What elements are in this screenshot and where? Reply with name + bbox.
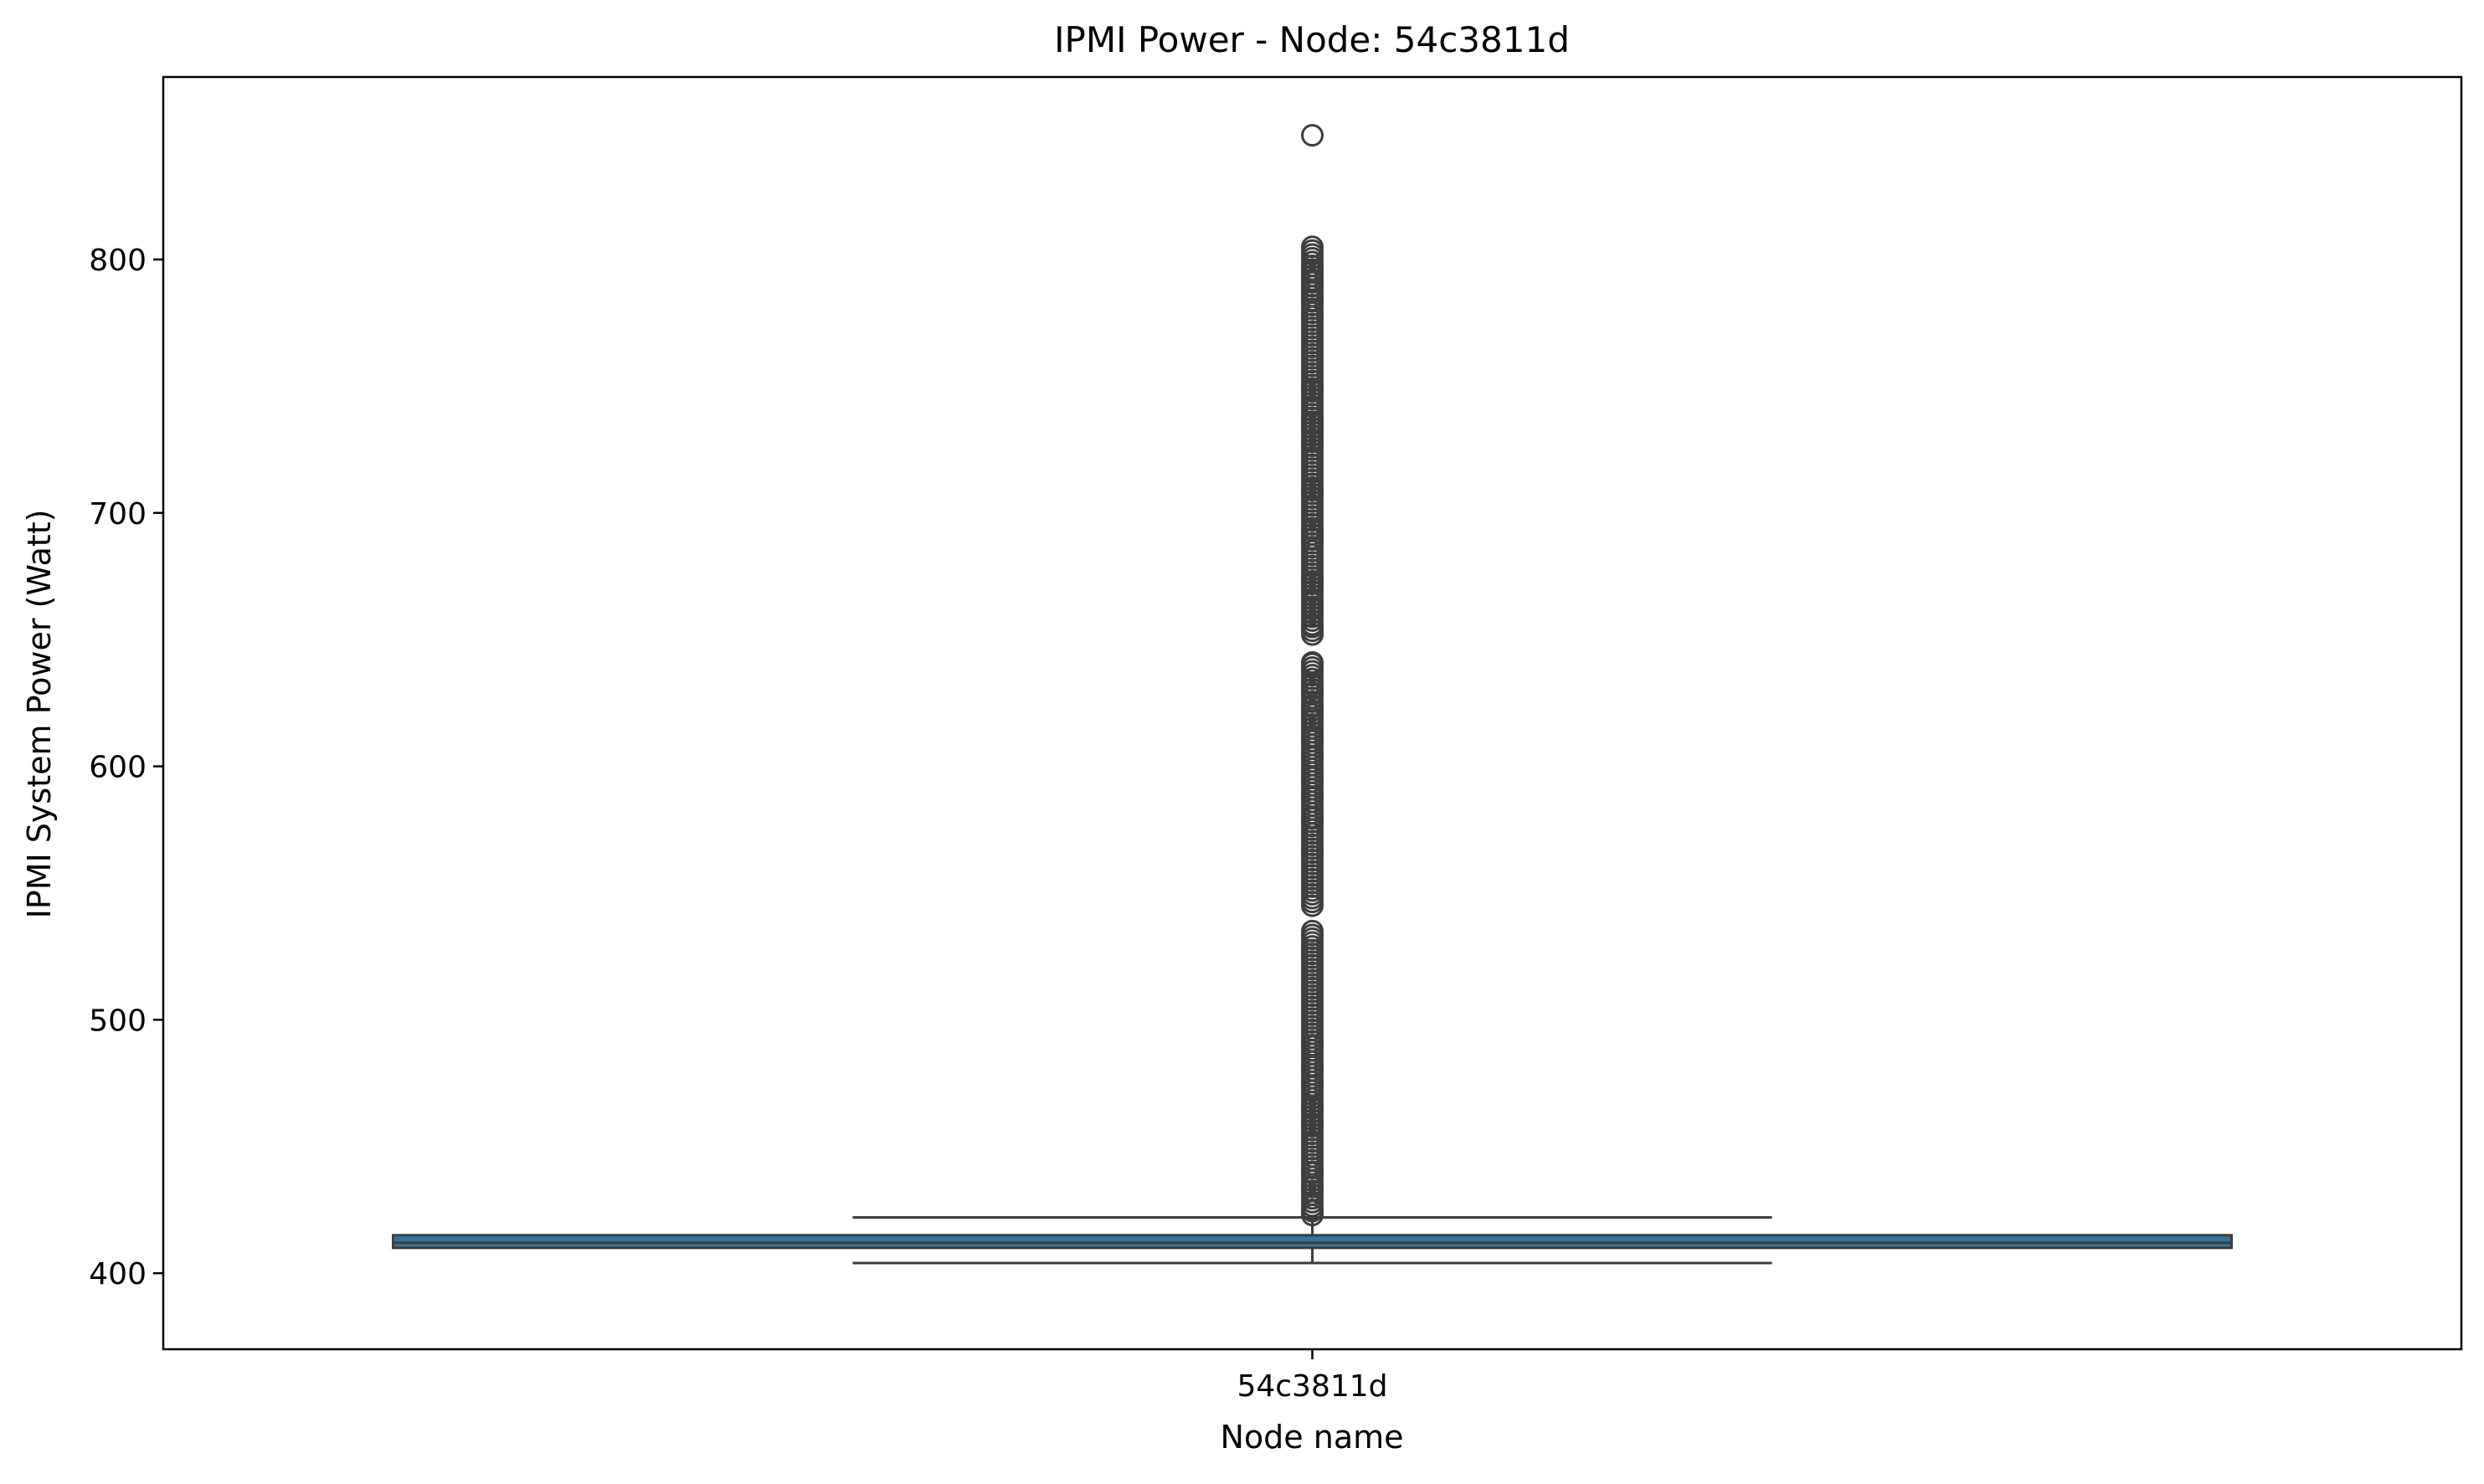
chart-title: IPMI Power - Node: 54c3811d <box>1054 19 1570 60</box>
plot-area: 400 500 600 700 800 54c3811d <box>89 75 2463 1404</box>
outlier-point <box>1301 919 1324 942</box>
y-axis-label: IPMI System Power (Watt) <box>21 510 58 919</box>
box-iqr <box>392 1234 2233 1250</box>
y-tick-label: 800 <box>89 244 147 278</box>
x-axis-label: Node name <box>1220 1419 1403 1456</box>
y-tick-label: 600 <box>89 751 147 785</box>
x-tick-label: 54c3811d <box>1237 1369 1387 1404</box>
outlier-point <box>1301 124 1324 147</box>
outlier-point <box>1301 235 1324 259</box>
y-tick-label: 400 <box>89 1257 147 1291</box>
y-tick-label: 500 <box>89 1004 147 1038</box>
outlier-point <box>1301 650 1324 674</box>
outlier-points <box>1301 124 1324 1227</box>
y-tick-label: 700 <box>89 497 147 531</box>
